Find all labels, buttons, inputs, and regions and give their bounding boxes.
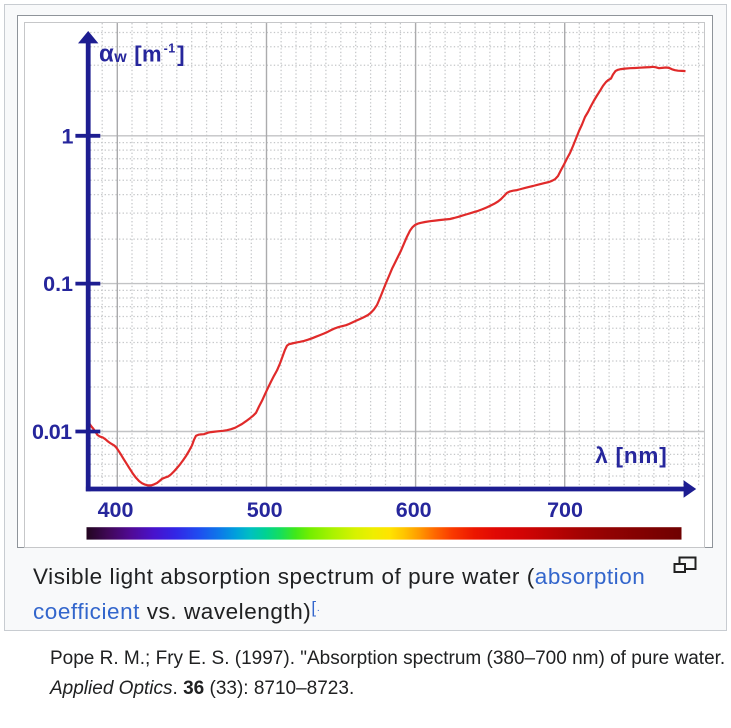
svg-text:500: 500 — [247, 498, 283, 522]
svg-text:0.01: 0.01 — [32, 420, 72, 444]
svg-text:αw[m-1]: αw [m -1] — [99, 41, 185, 68]
svg-text:1: 1 — [62, 124, 74, 148]
svg-text:400: 400 — [98, 498, 134, 522]
svg-text:600: 600 — [396, 498, 432, 522]
svg-text:λ [nm]: λ [nm] — [595, 443, 667, 468]
svg-text:700: 700 — [547, 498, 583, 522]
svg-text:0.1: 0.1 — [43, 272, 73, 296]
